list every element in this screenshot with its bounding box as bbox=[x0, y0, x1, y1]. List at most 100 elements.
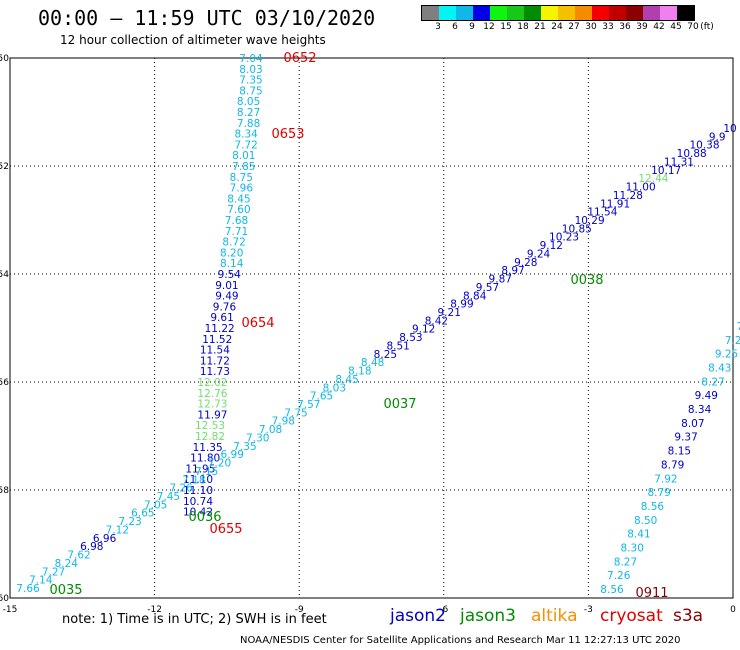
footnote: note: 1) Time is in UTC; 2) SWH is in fe… bbox=[62, 612, 327, 627]
color-swatch bbox=[541, 6, 558, 20]
swh-value: 11.00 bbox=[626, 182, 656, 194]
swh-value: 11.95 bbox=[185, 463, 215, 475]
swh-value: 8.51 bbox=[386, 340, 409, 352]
y-tick-label: -50 bbox=[0, 54, 9, 64]
color-tick: 18 bbox=[517, 22, 529, 32]
x-tick-label: -12 bbox=[147, 605, 162, 615]
swh-value: 8.56 bbox=[641, 501, 665, 513]
swh-value: 10 bbox=[723, 123, 736, 135]
swh-value: 6.96 bbox=[93, 533, 117, 545]
swh-value: 12.44 bbox=[638, 173, 668, 185]
swh-value: 9.21 bbox=[438, 307, 461, 319]
swh-value: 8.72 bbox=[222, 237, 245, 249]
color-tick: 3 bbox=[435, 22, 441, 32]
swh-value: 11.52 bbox=[202, 334, 232, 346]
swh-value: 11.97 bbox=[197, 409, 227, 421]
swh-value: 8.27 bbox=[237, 107, 260, 119]
color-tick: 30 bbox=[585, 22, 597, 32]
overpass-time-label: 0037 bbox=[383, 397, 416, 412]
swh-value: 7.18 bbox=[182, 474, 205, 486]
swh-value: 8.48 bbox=[361, 357, 384, 369]
swh-value: 8.14 bbox=[220, 258, 244, 270]
x-tick-label: -9 bbox=[295, 605, 304, 615]
swh-value: 11.35 bbox=[193, 442, 223, 454]
overpass-time-label: 0653 bbox=[271, 127, 304, 142]
color-tick: 36 bbox=[619, 22, 631, 32]
swh-value: 7.26 bbox=[607, 570, 631, 582]
color-tick: 42 bbox=[653, 22, 665, 32]
swh-value: 10.23 bbox=[549, 232, 579, 244]
color-tick: 9 bbox=[469, 22, 475, 32]
swh-value: 8.45 bbox=[335, 374, 358, 386]
map-frame bbox=[9, 57, 734, 599]
swh-value: 9.49 bbox=[695, 390, 718, 402]
swh-value: 8.43 bbox=[708, 363, 731, 375]
y-tick-label: -56 bbox=[0, 378, 9, 388]
swh-value: 7.35 bbox=[239, 75, 262, 87]
color-tick: 6 bbox=[452, 22, 458, 32]
swh-value: 11.10 bbox=[183, 485, 213, 497]
swh-value: 9.54 bbox=[218, 269, 242, 281]
swh-value: 8.18 bbox=[348, 366, 371, 378]
swh-value: 7.66 bbox=[16, 583, 40, 595]
swh-value: 8.41 bbox=[627, 529, 650, 541]
swh-value: 7 bbox=[737, 321, 740, 333]
swh-value: 7.71 bbox=[225, 226, 248, 238]
swh-value: 8.07 bbox=[681, 418, 704, 430]
swh-value: 12.53 bbox=[195, 420, 225, 432]
swh-value: 7.2 bbox=[725, 335, 740, 347]
color-tick: 27 bbox=[568, 22, 580, 32]
color-tick: 33 bbox=[602, 22, 614, 32]
swh-value: 8.24 bbox=[55, 558, 79, 570]
swh-value: 8.84 bbox=[463, 290, 487, 302]
swh-value: 7.65 bbox=[310, 391, 333, 403]
overpass-time-label: 0654 bbox=[241, 316, 274, 331]
swh-value: 7.45 bbox=[157, 491, 180, 503]
swh-value: 8.56 bbox=[600, 584, 624, 596]
swh-value: 7.57 bbox=[297, 399, 320, 411]
legend-jason2: jason2 bbox=[390, 606, 446, 626]
page-subtitle: 12 hour collection of altimeter wave hei… bbox=[60, 33, 326, 47]
color-tick: 39 bbox=[636, 22, 648, 32]
swh-value: 9.76 bbox=[213, 301, 237, 313]
swh-value: 11.91 bbox=[600, 198, 630, 210]
swh-value: 8.03 bbox=[323, 382, 346, 394]
swh-value: 10.88 bbox=[677, 148, 707, 160]
overpass-time-label: 0652 bbox=[283, 51, 316, 66]
color-swatch bbox=[439, 6, 456, 20]
swh-value: 11.31 bbox=[664, 156, 694, 168]
swh-value: 9.9 bbox=[709, 131, 726, 143]
x-tick-label: -3 bbox=[584, 605, 593, 615]
swh-value: 7.62 bbox=[67, 550, 90, 562]
x-tick-label: -6 bbox=[439, 605, 448, 615]
legend-jason3: jason3 bbox=[460, 606, 516, 626]
swh-value: 11.28 bbox=[613, 190, 643, 202]
swh-value: 7.20 bbox=[208, 458, 231, 470]
swh-value: 6.65 bbox=[131, 508, 154, 520]
color-swatch bbox=[456, 6, 473, 20]
color-swatch bbox=[490, 6, 507, 20]
legend-altika: altika bbox=[531, 606, 578, 626]
swh-value: 12.73 bbox=[197, 399, 227, 411]
y-tick-label: -58 bbox=[0, 486, 9, 496]
swh-value: 7.30 bbox=[246, 432, 269, 444]
swh-value: 8.99 bbox=[450, 299, 473, 311]
swh-value: 9.61 bbox=[210, 312, 233, 324]
swh-value: 7.88 bbox=[237, 118, 260, 130]
swh-value: 8.79 bbox=[661, 459, 684, 471]
color-swatch bbox=[592, 6, 609, 20]
page-title: 00:00 – 11:59 UTC 03/10/2020 bbox=[38, 6, 376, 30]
swh-value: 9.37 bbox=[674, 432, 697, 444]
overpass-time-label: 0035 bbox=[49, 583, 82, 598]
swh-value: 7.60 bbox=[227, 204, 250, 216]
swh-value: 7.12 bbox=[106, 524, 129, 536]
swh-value: 7.26 bbox=[169, 483, 193, 495]
y-tick-label: -60 bbox=[0, 594, 9, 604]
swh-value: 9.49 bbox=[215, 291, 238, 303]
color-swatch bbox=[660, 6, 677, 20]
swh-value: 8.20 bbox=[220, 247, 243, 259]
color-tick: 15 bbox=[500, 22, 512, 32]
color-swatch bbox=[609, 6, 626, 20]
swh-value: 11.22 bbox=[205, 323, 235, 335]
